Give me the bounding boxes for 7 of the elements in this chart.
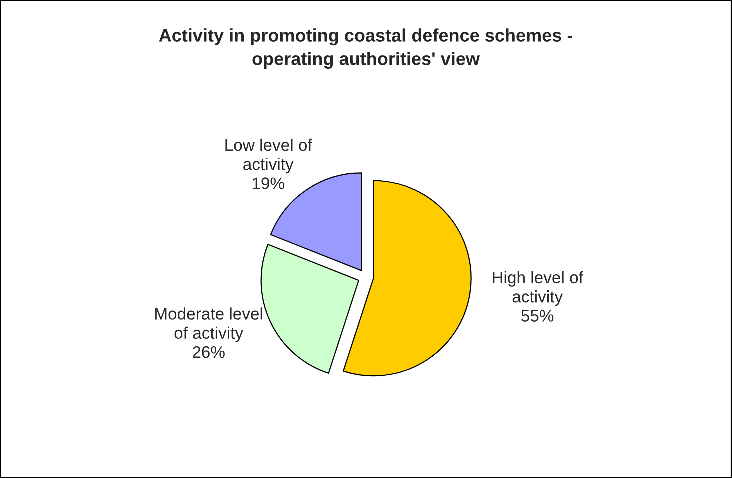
data-label: 55% <box>522 310 554 322</box>
slice-label: High level of activity <box>493 271 584 306</box>
slice-label: Low level of activity <box>226 138 312 174</box>
data-label: 19% <box>252 178 284 190</box>
slice-label: Moderate level of activity <box>156 308 262 342</box>
data-label: 26% <box>192 346 225 358</box>
chart-title: Activity in promoting coastal defence schemes - operating authorities' view <box>159 28 572 70</box>
